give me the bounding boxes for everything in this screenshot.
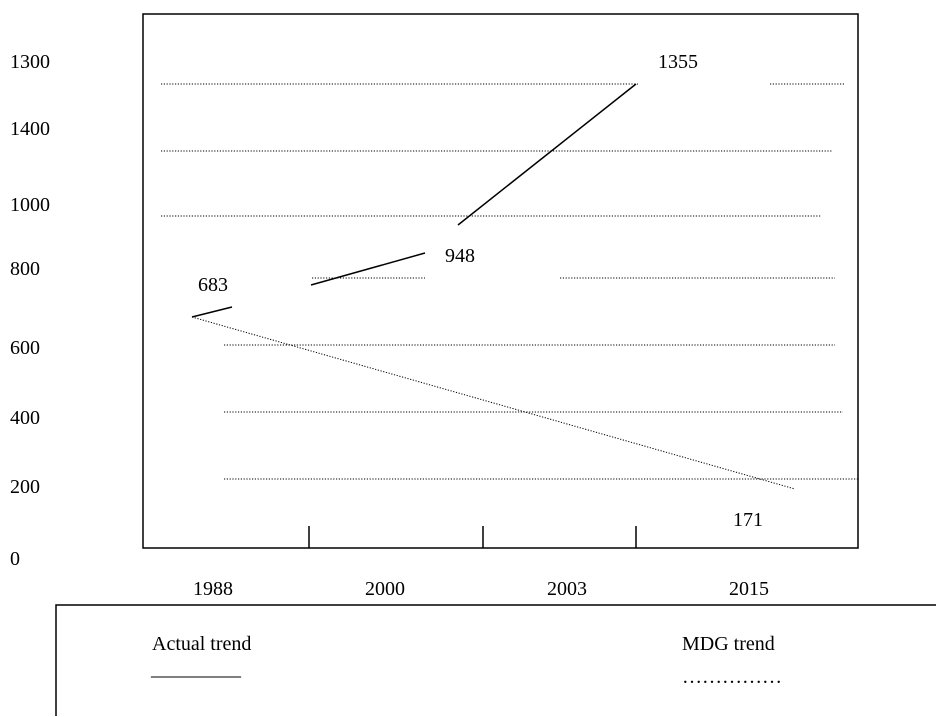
data-label-683: 683 xyxy=(198,274,228,296)
y-tick-label-1000: 1000 xyxy=(10,194,50,216)
legend-mdg-label: MDG trend xyxy=(682,633,775,655)
y-tick-label-0: 0 xyxy=(10,548,20,570)
x-axis-ticks xyxy=(308,526,637,548)
y-tick-label-1300: 1300 xyxy=(10,51,50,73)
legend: Actual trend _________ MDG trend …………… xyxy=(55,604,936,716)
y-tick-label-200: 200 xyxy=(10,476,40,498)
x-tick-label-2015: 2015 xyxy=(729,578,769,600)
y-tick-label-1400: 1400 xyxy=(10,118,50,140)
series-layer xyxy=(191,83,796,490)
actual-trend-segment-0 xyxy=(191,306,233,318)
data-label-171: 171 xyxy=(733,509,763,531)
data-label-1355: 1355 xyxy=(658,51,698,73)
data-label-948: 948 xyxy=(445,245,475,267)
gridlines xyxy=(161,83,858,480)
x-tick-label-2000: 2000 xyxy=(365,578,405,600)
legend-actual-swatch: _________ xyxy=(150,658,242,680)
data-labels: 683 948 1355 171 xyxy=(198,51,763,531)
x-tick-label-2003: 2003 xyxy=(547,578,587,600)
x-axis-tick-labels: 1988 2000 2003 2015 xyxy=(193,578,769,600)
y-tick-label-400: 400 xyxy=(10,407,40,429)
actual-trend-segment-2 xyxy=(457,83,637,226)
legend-actual-label: Actual trend xyxy=(152,633,251,655)
y-tick-label-600: 600 xyxy=(10,337,40,359)
y-tick-label-800: 800 xyxy=(10,258,40,280)
y-axis-tick-labels: 1300 1400 1000 800 600 400 200 0 xyxy=(10,51,50,570)
legend-box xyxy=(55,604,936,716)
actual-trend-segment-1 xyxy=(310,252,426,286)
x-tick-label-1988: 1988 xyxy=(193,578,233,600)
plot-frame xyxy=(142,13,859,549)
mdg-trend-line xyxy=(191,316,796,490)
legend-mdg-swatch: …………… xyxy=(682,666,782,688)
